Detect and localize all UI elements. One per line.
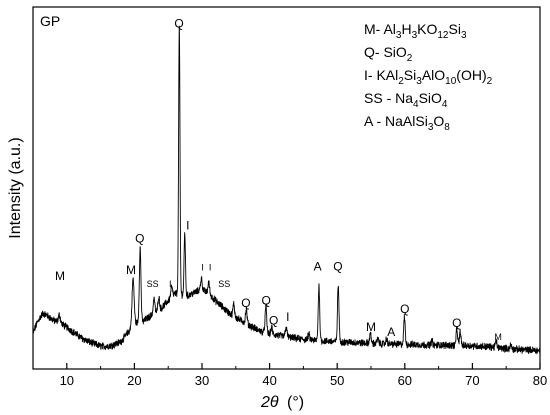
sample-label: GP xyxy=(40,13,60,29)
x-tick-label: 80 xyxy=(533,373,547,388)
legend-entry-part: O xyxy=(433,113,444,129)
legend-entry-part: Si xyxy=(404,67,416,83)
legend-entry-part: AlO xyxy=(422,67,445,83)
x-tick-label: 50 xyxy=(330,373,344,388)
legend-entry-part: 12 xyxy=(437,30,449,41)
peak-label: Q xyxy=(400,302,409,316)
diffraction-curve-layer xyxy=(32,25,541,355)
legend-entry-part: 2 xyxy=(398,76,404,87)
legend-entry-part: 3 xyxy=(428,122,434,133)
x-axis-label: 2θ (°) xyxy=(260,394,304,411)
legend-entry-part: KO xyxy=(417,21,437,37)
x-tick-label: 70 xyxy=(465,373,479,388)
x-tick-label: 20 xyxy=(127,373,141,388)
legend-entry-part: 4 xyxy=(442,99,448,110)
legend-entry-part: A - NaAlSi xyxy=(364,113,428,129)
legend-entry: I- KAl2​Si3​AlO10​(OH)2​ xyxy=(364,67,493,87)
peak-label: Q xyxy=(452,316,461,330)
legend-entry-part: Si xyxy=(449,21,461,37)
x-axis-symbol: 2θ xyxy=(260,394,279,411)
legend-entry-part: 10 xyxy=(445,76,457,87)
legend-entry: SS - Na4​SiO4​ xyxy=(364,90,448,110)
peak-label: I xyxy=(169,279,172,289)
plot-frame xyxy=(32,6,541,370)
legend-entry-part: M- Al xyxy=(364,21,396,37)
x-tick-label: 60 xyxy=(398,373,412,388)
legend: M- Al3​H3​KO12​Si3​ Q- SiO2​ I- KAl2​Si3​A… xyxy=(364,21,493,133)
peak-label: I xyxy=(209,262,212,272)
x-tick-label: 10 xyxy=(60,373,74,388)
peak-label: M xyxy=(366,320,376,334)
y-axis-label: Intensity (a.u.) xyxy=(7,137,24,238)
legend-entry: A - NaAlSi3​O8​ xyxy=(364,113,450,133)
peak-label: Q xyxy=(174,16,183,30)
peak-label: Q xyxy=(262,293,271,307)
peak-label: Q xyxy=(333,259,342,273)
legend-entry-part: 4 xyxy=(413,99,419,110)
legend-entry-part: 3 xyxy=(412,30,418,41)
legend-entry-part: 2 xyxy=(407,53,413,64)
peak-label: A xyxy=(387,325,395,339)
legend-entry-part: I- KAl xyxy=(364,67,398,83)
legend-entry-part: H xyxy=(401,21,411,37)
legend-entry: M- Al3​H3​KO12​Si3​ xyxy=(364,21,467,41)
legend-entry-part: Q- SiO xyxy=(364,44,407,60)
legend-entry-part: 3 xyxy=(461,30,467,41)
legend-entry-part: 2 xyxy=(487,76,493,87)
peak-label: I xyxy=(286,310,289,324)
x-axis-ticks: 10 20 30 40 50 60 70 80 xyxy=(32,363,547,388)
legend-entry-part: 3 xyxy=(416,76,422,87)
peak-label: SS xyxy=(147,279,159,289)
legend-entry-part: 3 xyxy=(396,30,402,41)
peak-label: M xyxy=(494,332,502,342)
peak-label: A xyxy=(314,259,322,273)
peak-label: M xyxy=(55,269,65,283)
legend-entry: Q- SiO2​ xyxy=(364,44,413,64)
peak-label: Q xyxy=(135,231,144,245)
x-axis-unit: (°) xyxy=(287,394,304,411)
legend-entry-part: 8 xyxy=(444,122,450,133)
legend-entry-part: SiO xyxy=(419,90,442,106)
peak-label: I xyxy=(186,219,189,233)
diffraction-curve xyxy=(32,25,541,355)
peak-label: I xyxy=(201,262,204,272)
peak-label: SS xyxy=(218,279,230,289)
peak-label: Q xyxy=(241,296,250,310)
peak-label: M xyxy=(126,263,136,277)
x-tick-label: 40 xyxy=(262,373,276,388)
legend-entry-part: (OH) xyxy=(456,67,486,83)
peak-label: Q xyxy=(269,314,278,328)
x-tick-label: 30 xyxy=(195,373,209,388)
legend-entry-part: SS - Na xyxy=(364,90,413,106)
